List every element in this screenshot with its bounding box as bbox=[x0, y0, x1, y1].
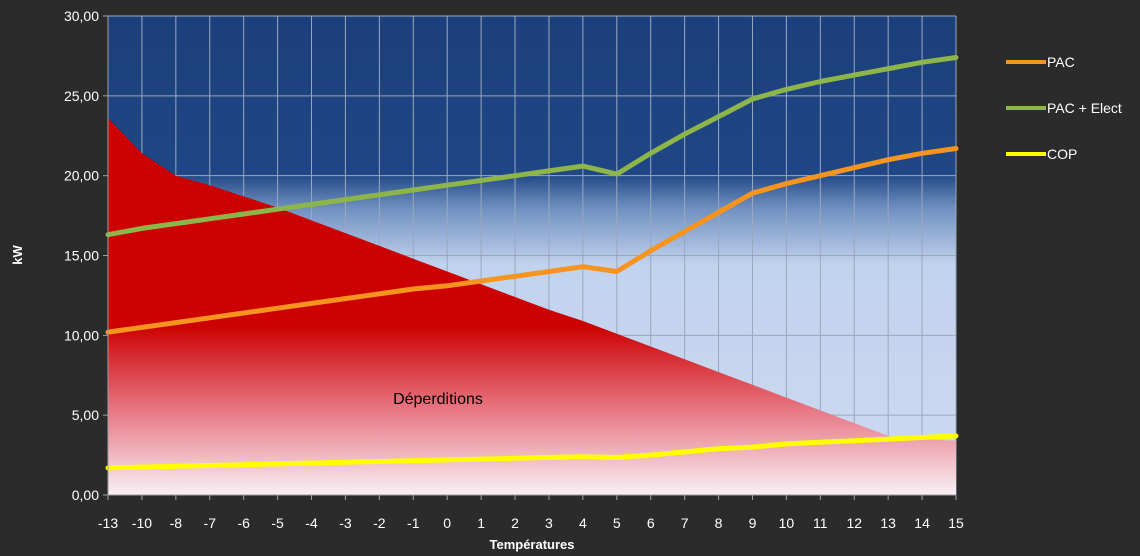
series-lines bbox=[105, 55, 959, 471]
x-tick-label: 13 bbox=[880, 515, 896, 531]
x-tick-label: -7 bbox=[204, 515, 217, 531]
x-tick-label: 10 bbox=[779, 515, 795, 531]
x-tick-label: 7 bbox=[681, 515, 689, 531]
x-tick-label: -8 bbox=[170, 515, 183, 531]
y-tick-label: 20,00 bbox=[64, 168, 99, 184]
legend: PAC PAC + Elect COP bbox=[1006, 54, 1122, 162]
y-tick-label: 25,00 bbox=[64, 88, 99, 104]
x-tick-label: 3 bbox=[545, 515, 553, 531]
x-tick-label: 1 bbox=[477, 515, 485, 531]
x-tick-label: -2 bbox=[373, 515, 386, 531]
y-tick-label: 0,00 bbox=[72, 487, 99, 503]
x-tick-label: 9 bbox=[749, 515, 757, 531]
series-line-pac-elect bbox=[105, 55, 959, 238]
x-tick-label: 11 bbox=[813, 515, 828, 531]
x-tick-label: 0 bbox=[443, 515, 451, 531]
y-tick-label: 5,00 bbox=[72, 407, 99, 423]
x-tick-label: 15 bbox=[948, 515, 964, 531]
x-tick-label: -13 bbox=[98, 515, 118, 531]
x-tick-label: -3 bbox=[339, 515, 352, 531]
x-tick-label: 5 bbox=[613, 515, 621, 531]
series-line-pac bbox=[105, 146, 959, 335]
x-tick-label: 6 bbox=[647, 515, 655, 531]
y-tick-label: 15,00 bbox=[64, 248, 99, 264]
x-tick-label: -4 bbox=[305, 515, 318, 531]
x-tick-label: -10 bbox=[132, 515, 152, 531]
series-line-cop bbox=[105, 433, 959, 471]
legend-label: PAC + Elect bbox=[1047, 100, 1122, 116]
x-tick-label: 2 bbox=[511, 515, 519, 531]
x-tick-label: -6 bbox=[237, 515, 250, 531]
y-tick-label: 30,00 bbox=[64, 8, 99, 24]
x-axis-title: Températures bbox=[489, 537, 574, 552]
y-tick-label: 10,00 bbox=[64, 327, 99, 343]
x-tick-label: 14 bbox=[914, 515, 930, 531]
x-tick-label: -1 bbox=[407, 515, 420, 531]
deperditions-area bbox=[108, 118, 956, 495]
x-tick-label: 4 bbox=[579, 515, 587, 531]
y-axis-title: kW bbox=[10, 245, 25, 265]
area-label: Déperditions bbox=[393, 391, 483, 408]
legend-label: COP bbox=[1047, 146, 1077, 162]
x-tick-label: 12 bbox=[846, 515, 862, 531]
legend-label: PAC bbox=[1047, 54, 1075, 70]
x-tick-label: 8 bbox=[715, 515, 723, 531]
x-tick-label: -5 bbox=[271, 515, 284, 531]
